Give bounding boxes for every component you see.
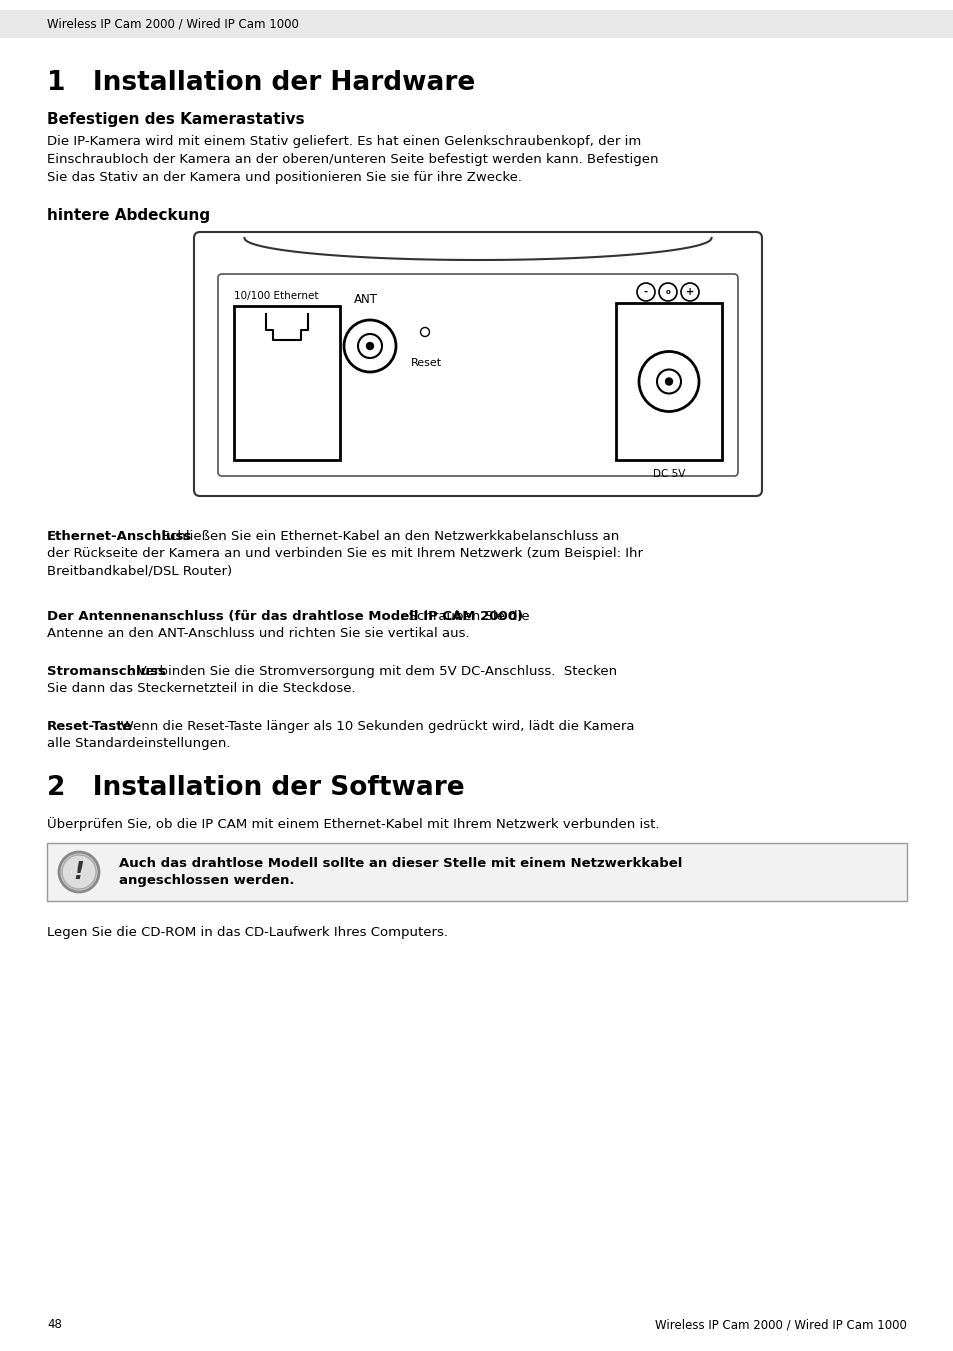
- Text: !: !: [73, 861, 84, 884]
- Text: 10/100 Ethernet: 10/100 Ethernet: [233, 290, 318, 301]
- Text: Überprüfen Sie, ob die IP CAM mit einem Ethernet-Kabel mit Ihrem Netzwerk verbun: Überprüfen Sie, ob die IP CAM mit einem …: [47, 817, 659, 831]
- Text: : Wenn die Reset-Taste länger als 10 Sekunden gedrückt wird, lädt die Kamera: : Wenn die Reset-Taste länger als 10 Sek…: [112, 720, 634, 734]
- Text: Sie dann das Steckernetzteil in die Steckdose.: Sie dann das Steckernetzteil in die Stec…: [47, 682, 355, 694]
- Text: ANT: ANT: [354, 293, 377, 305]
- Text: : Schließen Sie ein Ethernet-Kabel an den Netzwerkkabelanschluss an: : Schließen Sie ein Ethernet-Kabel an de…: [152, 530, 618, 543]
- Text: Antenne an den ANT-Anschluss und richten Sie sie vertikal aus.: Antenne an den ANT-Anschluss und richten…: [47, 627, 469, 640]
- Bar: [233, 305, 339, 459]
- Text: angeschlossen werden.: angeschlossen werden.: [119, 874, 294, 888]
- Text: Ethernet-Anschluss: Ethernet-Anschluss: [47, 530, 193, 543]
- Circle shape: [657, 370, 680, 393]
- Text: 2   Installation der Software: 2 Installation der Software: [47, 775, 464, 801]
- Text: DC 5V: DC 5V: [652, 469, 684, 480]
- Circle shape: [59, 852, 99, 892]
- Text: Wireless IP Cam 2000 / Wired IP Cam 1000: Wireless IP Cam 2000 / Wired IP Cam 1000: [47, 18, 298, 31]
- Text: 48: 48: [47, 1319, 62, 1331]
- Text: der Rückseite der Kamera an und verbinden Sie es mit Ihrem Netzwerk (zum Beispie: der Rückseite der Kamera an und verbinde…: [47, 547, 642, 561]
- Text: Die IP-Kamera wird mit einem Stativ geliefert. Es hat einen Gelenkschraubenkopf,: Die IP-Kamera wird mit einem Stativ geli…: [47, 135, 640, 149]
- Circle shape: [62, 855, 96, 889]
- Text: EinschraubIoch der Kamera an der oberen/unteren Seite befestigt werden kann. Bef: EinschraubIoch der Kamera an der oberen/…: [47, 153, 658, 166]
- Circle shape: [357, 334, 381, 358]
- Bar: [47, 843, 906, 901]
- Text: Breitbandkabel/DSL Router): Breitbandkabel/DSL Router): [47, 563, 232, 577]
- Text: Auch das drahtlose Modell sollte an dieser Stelle mit einem Netzwerkkabel: Auch das drahtlose Modell sollte an dies…: [119, 857, 681, 870]
- Bar: [0, 9, 953, 38]
- Text: alle Standardeinstellungen.: alle Standardeinstellungen.: [47, 738, 231, 750]
- Circle shape: [680, 282, 699, 301]
- Circle shape: [665, 378, 672, 385]
- Text: hintere Abdeckung: hintere Abdeckung: [47, 208, 210, 223]
- Circle shape: [420, 327, 429, 336]
- Circle shape: [659, 282, 677, 301]
- Text: Legen Sie die CD-ROM in das CD-Laufwerk Ihres Computers.: Legen Sie die CD-ROM in das CD-Laufwerk …: [47, 925, 448, 939]
- Text: Reset: Reset: [411, 358, 441, 367]
- FancyBboxPatch shape: [218, 274, 738, 476]
- Text: Reset-Taste: Reset-Taste: [47, 720, 132, 734]
- Circle shape: [639, 351, 699, 412]
- Text: -: -: [643, 286, 647, 297]
- Circle shape: [366, 343, 374, 350]
- FancyBboxPatch shape: [193, 232, 761, 496]
- Bar: [616, 303, 721, 459]
- Circle shape: [344, 320, 395, 372]
- Text: 1   Installation der Hardware: 1 Installation der Hardware: [47, 70, 475, 96]
- Text: Befestigen des Kamerastativs: Befestigen des Kamerastativs: [47, 112, 304, 127]
- Text: Stromanschluss: Stromanschluss: [47, 665, 166, 678]
- Circle shape: [637, 282, 655, 301]
- Text: o: o: [665, 289, 670, 295]
- Text: Wireless IP Cam 2000 / Wired IP Cam 1000: Wireless IP Cam 2000 / Wired IP Cam 1000: [655, 1319, 906, 1331]
- Text: Der Antennenanschluss (für das drahtlose Modell IP CAM 2000): Der Antennenanschluss (für das drahtlose…: [47, 611, 522, 623]
- Text: +: +: [685, 286, 694, 297]
- Text: : Schrauben Sie die: : Schrauben Sie die: [400, 611, 530, 623]
- Text: Sie das Stativ an der Kamera und positionieren Sie sie für ihre Zwecke.: Sie das Stativ an der Kamera und positio…: [47, 172, 521, 184]
- Text: : Verbinden Sie die Stromversorgung mit dem 5V DC-Anschluss.  Stecken: : Verbinden Sie die Stromversorgung mit …: [130, 665, 617, 678]
